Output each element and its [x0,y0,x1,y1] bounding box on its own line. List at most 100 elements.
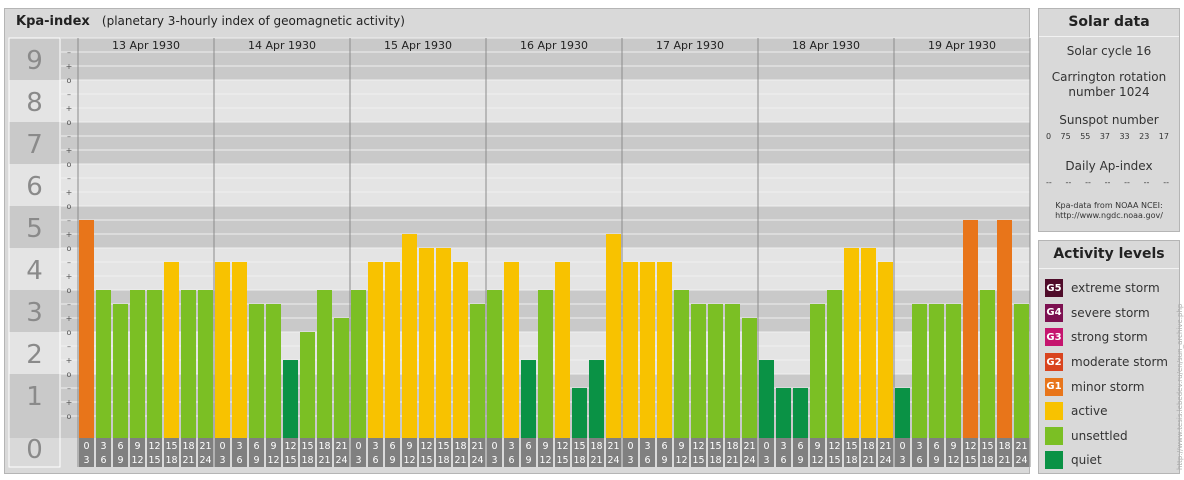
kp-bar [198,290,213,438]
y-minor-tick: + [66,104,73,113]
ap-value: -- [1065,178,1072,187]
x-tick-box [640,438,655,467]
legend-row-moderate-storm: G2 moderate storm [1045,350,1179,375]
kp-bar [878,261,893,438]
chart-subtitle: (planetary 3-hourly index of geomagnetic… [101,14,405,28]
x-tick-box [725,438,740,467]
x-tick-start: 6 [117,441,123,452]
kp-bar [725,303,740,438]
y-minor-tick: o [67,244,72,253]
x-tick-box [589,438,604,467]
sunspot-number-label: Sunspot number [1059,113,1159,127]
x-tick-end: 12 [403,455,415,466]
kp-bar [997,219,1012,438]
day-label: 16 Apr 1930 [520,39,588,52]
y-minor-tick: o [67,286,72,295]
kp-bar [572,387,587,438]
y-minor-tick: – [67,342,71,351]
x-tick-start: 12 [556,441,568,452]
kp-bar [963,219,978,438]
source-link[interactable]: http://www.ngdc.noaa.gov/ [1055,211,1163,220]
kp-bar [776,387,791,438]
legend-swatch: G5 [1045,279,1063,298]
legend-label: severe storm [1071,305,1150,320]
x-tick-box [79,438,94,467]
x-tick-start: 21 [607,441,619,452]
kp-bar [300,332,315,438]
x-tick-end: 3 [83,455,89,466]
x-tick-end: 12 [675,455,687,466]
x-tick-start: 9 [406,441,412,452]
x-tick-box [776,438,791,467]
kp-bar [623,261,638,438]
x-tick-end: 24 [471,455,483,466]
x-tick-end: 24 [335,455,347,466]
x-tick-end: 15 [556,455,568,466]
x-tick-start: 21 [743,441,755,452]
y-tick-label: 3 [26,298,43,328]
y-tick-label: 8 [26,88,43,118]
y-minor-tick: + [66,314,73,323]
x-tick-start: 9 [270,441,276,452]
y-minor-tick: + [66,146,73,155]
x-tick-box [232,438,247,467]
kp-bar [164,261,179,438]
kp-bar [861,248,876,438]
x-tick-box [453,438,468,467]
x-tick-end: 21 [454,455,466,466]
x-tick-box [249,438,264,467]
kp-bar [419,248,434,438]
x-tick-box [606,438,621,467]
legend-swatch [1045,451,1063,470]
x-tick-start: 18 [862,441,874,452]
x-tick-start: 15 [709,441,721,452]
sunspot-value: 23 [1139,132,1150,141]
x-tick-box [368,438,383,467]
x-tick-end: 9 [797,455,803,466]
solar-data-title: Solar data [1039,9,1179,37]
legend-row-quiet: quiet [1045,448,1179,473]
x-tick-end: 6 [644,455,650,466]
x-tick-end: 9 [661,455,667,466]
kp-bar [929,303,944,438]
x-tick-end: 15 [964,455,976,466]
y-minor-tick: – [67,48,71,57]
x-tick-start: 0 [627,441,633,452]
x-tick-box [96,438,111,467]
x-tick-box [402,438,417,467]
x-tick-box [130,438,145,467]
kp-bar [334,318,349,438]
x-tick-box [963,438,978,467]
x-tick-start: 12 [964,441,976,452]
x-tick-end: 3 [627,455,633,466]
x-tick-end: 18 [845,455,857,466]
x-tick-start: 6 [797,441,803,452]
kp-bar [1014,303,1029,438]
kp-bar [181,290,196,438]
x-tick-start: 12 [284,441,296,452]
x-tick-start: 6 [661,441,667,452]
y-tick-label: 1 [26,382,43,412]
x-tick-box [283,438,298,467]
kp-bar [538,290,553,438]
ap-value: -- [1085,178,1091,187]
y-minor-tick: – [67,300,71,309]
kp-bar [742,318,757,438]
x-tick-end: 9 [933,455,939,466]
sunspot-value: 17 [1158,132,1169,141]
x-tick-box [674,438,689,467]
x-tick-box [691,438,706,467]
x-tick-start: 0 [83,441,89,452]
x-tick-start: 12 [692,441,704,452]
legend-label: unsettled [1071,428,1128,443]
kp-bar [946,303,961,438]
kp-bar [402,234,417,438]
y-minor-tick: – [67,132,71,141]
x-tick-start: 3 [372,441,378,452]
legend-swatch: G2 [1045,353,1063,372]
solar-data-panel: Solar data Solar cycle 16 Carrington rot… [1038,8,1180,232]
kp-bar [317,290,332,438]
y-minor-tick: o [67,328,72,337]
legend-label: moderate storm [1071,355,1168,370]
y-minor-tick: – [67,174,71,183]
